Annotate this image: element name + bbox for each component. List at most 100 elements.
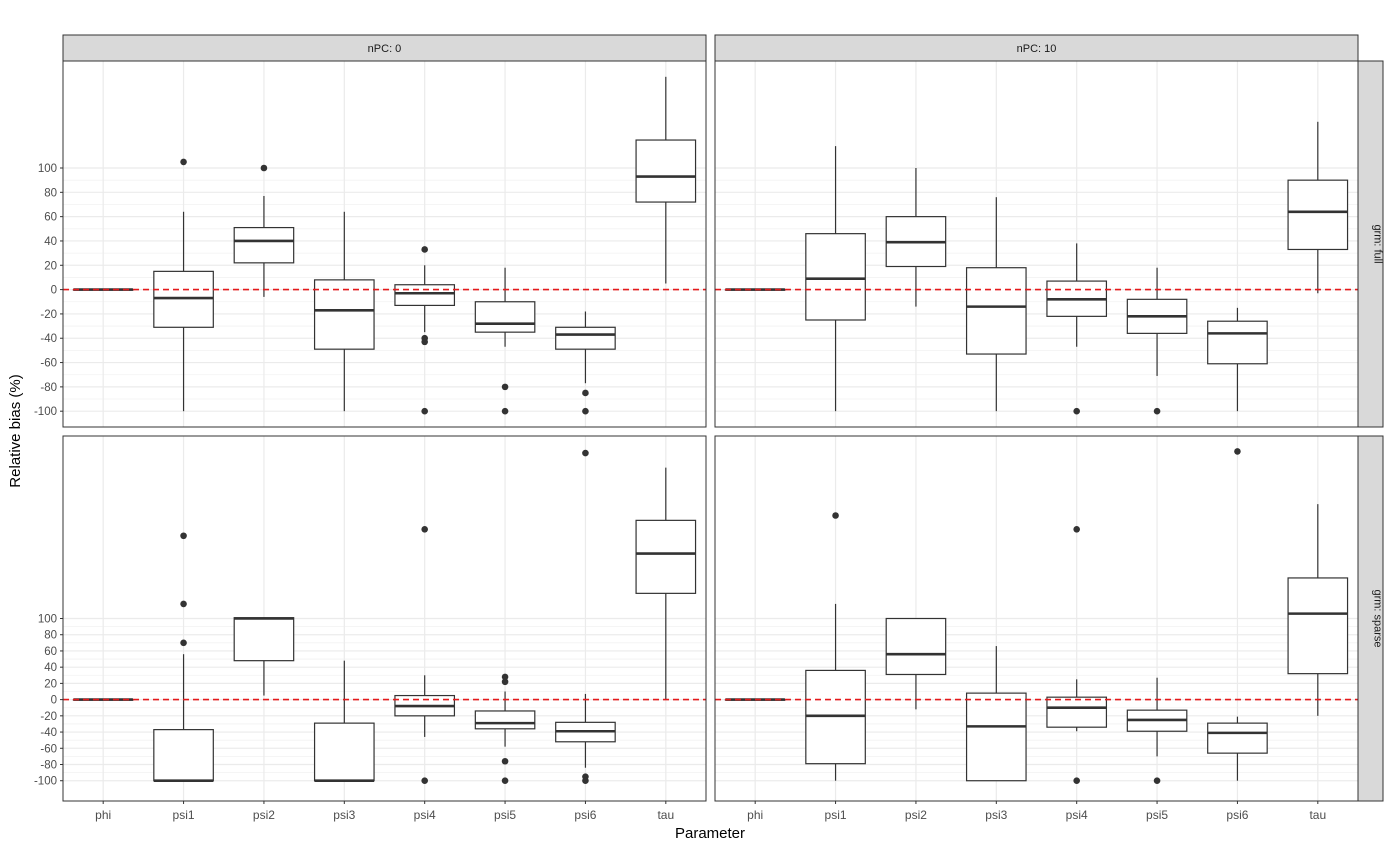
y-tick-label: -80 [40,760,57,772]
outlier-point [1073,407,1080,415]
box-iqr [555,326,616,350]
x-tick-label-psi5: psi5 [1146,808,1168,822]
box-iqr [635,519,697,594]
y-tick-label: 80 [44,630,57,642]
box-iqr [1046,696,1108,728]
outlier-point [501,757,509,765]
outlier-point [582,407,589,415]
x-tick-label-tau: tau [1309,808,1326,822]
box-psi1 [153,158,214,412]
outlier-point [582,449,589,457]
y-tick-label: 100 [38,614,57,626]
outlier-point [501,407,509,415]
outlier-point [421,525,428,533]
box-iqr [635,139,697,203]
box-tau [635,76,697,284]
y-tick-label: -80 [40,382,57,394]
box-psi2 [885,168,947,307]
box-psi5 [474,267,536,415]
panel-r0-c0 [62,60,707,428]
x-axis-title: Parameter [675,825,745,842]
y-axis-title: Relative bias (%) [7,374,24,487]
x-tick-label-phi: phi [747,808,763,822]
y-tick-label: 100 [38,163,57,175]
outlier-point [501,777,509,785]
outlier-point [180,158,187,166]
outlier-point [260,164,268,172]
y-tick-label: 20 [44,260,57,272]
outlier-point [501,678,509,686]
box-psi6 [1207,307,1268,412]
y-tick-label: 40 [44,236,57,248]
box-psi2 [233,617,295,696]
facet-strip-label-col-0: nPC: 0 [368,43,402,55]
box-iqr [1207,722,1268,754]
box-iqr [805,233,866,321]
box-psi5 [1126,267,1188,415]
outlier-point [1073,777,1080,785]
facet-strip-label-col-1: nPC: 10 [1017,43,1057,55]
facet-strip-col-1 [714,34,1359,62]
box-psi4 [1046,525,1108,785]
panel-border [714,435,1359,802]
outlier-point [421,338,428,346]
box-iqr [965,692,1027,782]
x-tick-label-psi3: psi3 [985,808,1007,822]
box-psi3 [965,197,1027,412]
y-tick-label: 80 [44,187,57,199]
outlier-point [1153,407,1161,415]
facet-strip-col-0 [62,34,707,62]
y-tick-label: -40 [40,333,57,345]
box-tau [635,467,697,700]
outlier-point [1234,448,1241,455]
box-iqr [1287,577,1349,675]
box-iqr [474,710,536,730]
box-iqr [313,279,375,350]
box-iqr [153,729,214,782]
outlier-point [832,512,839,519]
x-tick-label-psi4: psi4 [414,808,436,822]
outlier-point [421,246,428,253]
outlier-point [421,777,428,785]
box-psi1 [153,532,214,783]
x-tick-label-psi6: psi6 [1226,808,1248,822]
x-tick-label-psi1: psi1 [173,808,195,822]
box-iqr [233,226,295,264]
box-psi3 [313,660,375,783]
x-tick-label-tau: tau [657,808,674,822]
y-tick-label: 60 [44,646,57,658]
panel-border [714,60,1359,428]
outlier-point [1153,777,1161,785]
outlier-point [1073,525,1080,533]
y-tick-label: -40 [40,727,57,739]
box-psi4 [1046,243,1108,415]
x-tick-label-psi1: psi1 [825,808,847,822]
box-iqr [474,301,536,333]
outlier-point [180,639,187,647]
x-tick-label-phi: phi [95,808,111,822]
outlier-point [421,407,428,415]
box-psi5 [1126,677,1188,785]
box-tau [1287,504,1349,716]
panel-border [62,60,707,428]
box-psi6 [1207,448,1268,781]
y-tick-label: 60 [44,212,57,224]
box-psi4 [394,525,456,785]
y-tick-label: -100 [34,406,57,418]
y-tick-label: -60 [40,358,57,370]
box-psi6 [555,311,616,415]
x-tick-label-psi3: psi3 [333,808,355,822]
y-tick-label: -20 [40,711,57,723]
box-iqr [1207,320,1268,365]
outlier-point [501,673,509,681]
box-psi2 [233,164,295,297]
panel-r1-c0 [62,435,707,802]
box-iqr [394,284,456,307]
outlier-point [582,389,589,397]
panel-r0-c1 [714,60,1359,428]
y-tick-label: 20 [44,678,57,690]
y-tick-label: -100 [34,776,57,788]
box-psi1 [805,512,866,781]
box-iqr [1287,179,1349,251]
